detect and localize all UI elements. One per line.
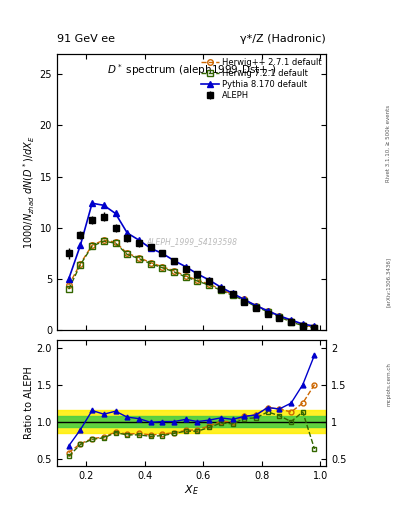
Herwig++ 2.7.1 default (300, 322, 305, 328)
Pythia 8.170 default (312, 323, 317, 329)
Herwig 7.2.1 default (160, 265, 165, 271)
Text: $D^*$ spectrum (aleph1999-Dst+-): $D^*$ spectrum (aleph1999-Dst+-) (107, 62, 276, 78)
Herwig 7.2.1 default (136, 255, 141, 262)
Herwig++ 2.7.1 default (195, 277, 200, 283)
Herwig++ 2.7.1 default (125, 250, 130, 257)
Herwig++ 2.7.1 default (90, 242, 94, 248)
Pythia 8.170 default (265, 308, 270, 314)
Pythia 8.170 default (300, 321, 305, 327)
Line: Herwig++ 2.7.1 default: Herwig++ 2.7.1 default (66, 238, 317, 330)
Line: Pythia 8.170 default: Pythia 8.170 default (66, 201, 317, 329)
Text: mcplots.cern.ch: mcplots.cern.ch (386, 362, 391, 406)
X-axis label: $X_E$: $X_E$ (184, 483, 199, 497)
Herwig++ 2.7.1 default (230, 291, 235, 297)
Pythia 8.170 default (289, 317, 294, 323)
Herwig++ 2.7.1 default (207, 281, 211, 287)
Herwig++ 2.7.1 default (277, 313, 282, 319)
Pythia 8.170 default (66, 276, 71, 282)
Herwig++ 2.7.1 default (312, 324, 317, 330)
Herwig 7.2.1 default (300, 323, 305, 329)
Herwig 7.2.1 default (242, 297, 247, 304)
Herwig 7.2.1 default (148, 261, 153, 267)
Herwig 7.2.1 default (277, 314, 282, 320)
Herwig 7.2.1 default (125, 251, 130, 258)
Pythia 8.170 default (125, 230, 130, 236)
Herwig 7.2.1 default (78, 262, 83, 268)
Herwig 7.2.1 default (172, 269, 176, 275)
Herwig 7.2.1 default (113, 240, 118, 246)
Herwig 7.2.1 default (312, 325, 317, 331)
Herwig 7.2.1 default (265, 309, 270, 315)
Legend: Herwig++ 2.7.1 default, Herwig 7.2.1 default, Pythia 8.170 default, ALEPH: Herwig++ 2.7.1 default, Herwig 7.2.1 def… (199, 56, 324, 102)
Pythia 8.170 default (113, 210, 118, 217)
Herwig 7.2.1 default (184, 274, 188, 280)
Herwig++ 2.7.1 default (265, 308, 270, 314)
Pythia 8.170 default (195, 271, 200, 277)
Herwig++ 2.7.1 default (289, 318, 294, 324)
Y-axis label: $1000/N_{zhad}\ dN(D^*)/dX_E$: $1000/N_{zhad}\ dN(D^*)/dX_E$ (22, 135, 37, 249)
Pythia 8.170 default (242, 296, 247, 303)
Herwig 7.2.1 default (289, 319, 294, 325)
Herwig 7.2.1 default (101, 238, 106, 244)
Text: [arXiv:1306.3436]: [arXiv:1306.3436] (386, 257, 391, 307)
Text: γ*/Z (Hadronic): γ*/Z (Hadronic) (241, 33, 326, 44)
Text: 91 GeV ee: 91 GeV ee (57, 33, 115, 44)
Herwig 7.2.1 default (207, 282, 211, 288)
Line: Herwig 7.2.1 default: Herwig 7.2.1 default (66, 239, 317, 330)
Text: ALEPH_1999_S4193598: ALEPH_1999_S4193598 (146, 237, 237, 246)
Pythia 8.170 default (101, 202, 106, 208)
Herwig 7.2.1 default (230, 292, 235, 298)
Herwig++ 2.7.1 default (172, 268, 176, 274)
Herwig++ 2.7.1 default (253, 303, 258, 309)
Herwig 7.2.1 default (66, 286, 71, 292)
Pythia 8.170 default (160, 250, 165, 257)
Herwig++ 2.7.1 default (101, 237, 106, 243)
Herwig 7.2.1 default (90, 243, 94, 249)
Pythia 8.170 default (172, 258, 176, 264)
Pythia 8.170 default (277, 313, 282, 319)
Pythia 8.170 default (253, 303, 258, 309)
Herwig++ 2.7.1 default (242, 296, 247, 303)
Herwig++ 2.7.1 default (66, 282, 71, 288)
Herwig++ 2.7.1 default (148, 260, 153, 266)
Herwig++ 2.7.1 default (160, 264, 165, 270)
Y-axis label: Ratio to ALEPH: Ratio to ALEPH (24, 367, 34, 439)
Pythia 8.170 default (219, 284, 223, 290)
Pythia 8.170 default (78, 242, 83, 248)
Text: Rivet 3.1.10, ≥ 500k events: Rivet 3.1.10, ≥ 500k events (386, 105, 391, 182)
Pythia 8.170 default (148, 245, 153, 251)
Pythia 8.170 default (136, 237, 141, 243)
Herwig 7.2.1 default (253, 304, 258, 310)
Herwig++ 2.7.1 default (219, 286, 223, 292)
Herwig 7.2.1 default (219, 287, 223, 293)
Herwig 7.2.1 default (195, 278, 200, 284)
Herwig++ 2.7.1 default (113, 239, 118, 245)
Pythia 8.170 default (230, 290, 235, 296)
Herwig++ 2.7.1 default (78, 261, 83, 267)
Pythia 8.170 default (207, 277, 211, 283)
Herwig++ 2.7.1 default (184, 273, 188, 279)
Pythia 8.170 default (184, 264, 188, 270)
Herwig++ 2.7.1 default (136, 254, 141, 261)
Pythia 8.170 default (90, 200, 94, 206)
